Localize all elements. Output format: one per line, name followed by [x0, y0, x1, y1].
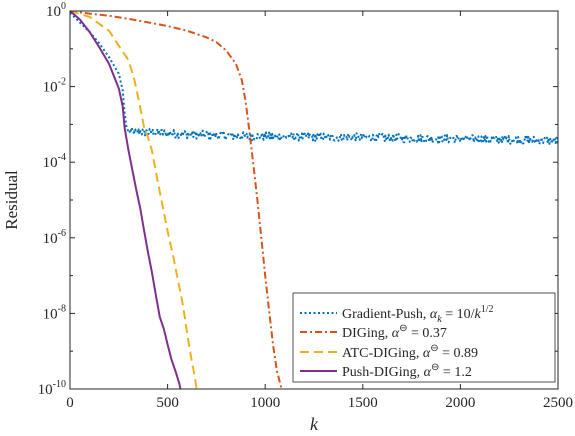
series-line-2: [70, 11, 283, 389]
x-tick-label: 0: [66, 395, 74, 411]
legend-label-1: Gradient-Push, αk = 10/k1/2: [342, 304, 494, 325]
y-tick-label: 10-8: [43, 303, 66, 322]
y-tick-label: 10-10: [38, 379, 66, 398]
y-tick-label: 10-6: [43, 228, 66, 247]
series-line-4: [70, 11, 182, 389]
x-tick-label: 500: [156, 395, 179, 411]
legend-label-2: DIGing, α⊖ = 0.37: [342, 323, 447, 341]
series-line-3: [70, 11, 198, 389]
legend-label-4: Push-DIGing, α⊖ = 1.2: [342, 362, 472, 380]
series-line-1: [70, 12, 558, 146]
y-tick-label: 10-4: [43, 152, 66, 171]
series-layer: [70, 11, 558, 389]
x-tick-label: 1000: [250, 395, 280, 411]
x-ticks: 0 500 1000 1500 2000 2500: [66, 11, 573, 411]
y-tick-label: 10-2: [43, 77, 66, 96]
y-axis-label: Residual: [2, 170, 21, 230]
y-tick-label: 100: [46, 1, 66, 20]
legend-box: [292, 292, 556, 383]
x-axis-label: k: [310, 414, 319, 434]
y-ticks: 10-10 10-8 10-6 10-4 10-2 100: [38, 1, 558, 398]
legend-label-3: ATC-DIGing, α⊖ = 0.89: [342, 343, 478, 361]
x-tick-label: 2000: [445, 395, 475, 411]
x-tick-label: 2500: [543, 395, 573, 411]
x-tick-label: 1500: [348, 395, 378, 411]
